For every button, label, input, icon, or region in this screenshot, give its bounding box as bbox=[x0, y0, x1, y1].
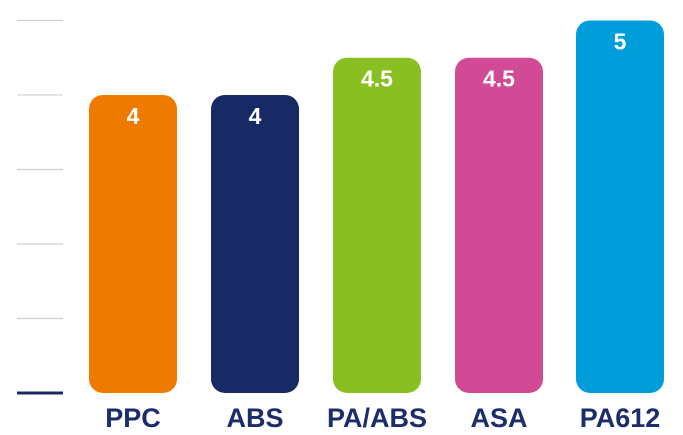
category-label: PA612 bbox=[580, 403, 661, 433]
category-label: ABS bbox=[226, 403, 283, 433]
gridlines bbox=[17, 19, 63, 320]
bar-asa bbox=[455, 57, 543, 394]
bar-value-label: 4 bbox=[249, 103, 262, 129]
bar-abs bbox=[211, 94, 299, 393]
bars-group bbox=[89, 20, 664, 394]
bar-ppc bbox=[89, 94, 177, 393]
bar-value-label: 4.5 bbox=[361, 66, 393, 92]
category-label: PA/ABS bbox=[327, 403, 427, 433]
bar-value-label: 5 bbox=[614, 28, 627, 54]
category-label: ASA bbox=[470, 403, 527, 433]
category-label: PPC bbox=[105, 403, 161, 433]
category-labels-group: PPC ABS PA/ABS ASA PA612 bbox=[105, 403, 660, 433]
bar-value-label: 4.5 bbox=[483, 66, 515, 92]
bar-pa-abs bbox=[333, 57, 421, 394]
bar-value-label: 4 bbox=[127, 103, 140, 129]
bar-pa612 bbox=[576, 20, 664, 393]
value-labels-group: 4 4 4.5 4.5 5 bbox=[127, 28, 627, 129]
